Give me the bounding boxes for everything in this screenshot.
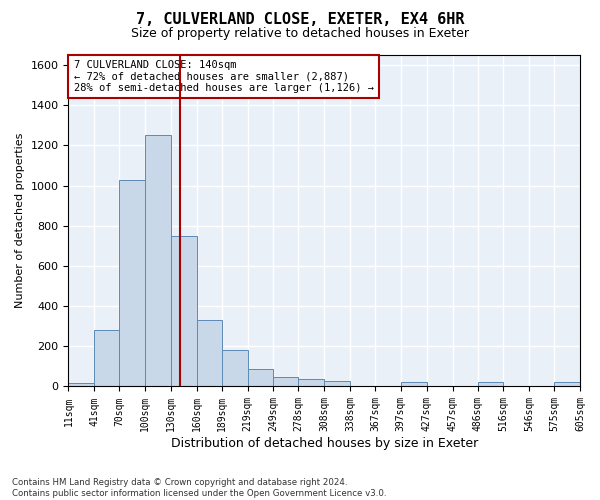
- Text: 7, CULVERLAND CLOSE, EXETER, EX4 6HR: 7, CULVERLAND CLOSE, EXETER, EX4 6HR: [136, 12, 464, 28]
- Text: 7 CULVERLAND CLOSE: 140sqm
← 72% of detached houses are smaller (2,887)
28% of s: 7 CULVERLAND CLOSE: 140sqm ← 72% of deta…: [74, 60, 374, 93]
- Bar: [197, 320, 222, 386]
- Bar: [145, 136, 171, 386]
- Bar: [298, 380, 324, 386]
- Bar: [119, 180, 145, 386]
- Bar: [554, 382, 580, 386]
- Bar: [274, 378, 298, 386]
- Text: Size of property relative to detached houses in Exeter: Size of property relative to detached ho…: [131, 28, 469, 40]
- Bar: [171, 236, 197, 386]
- Bar: [324, 382, 350, 386]
- Y-axis label: Number of detached properties: Number of detached properties: [15, 133, 25, 308]
- Bar: [478, 382, 503, 386]
- X-axis label: Distribution of detached houses by size in Exeter: Distribution of detached houses by size …: [170, 437, 478, 450]
- Bar: [94, 330, 119, 386]
- Bar: [68, 384, 94, 386]
- Text: Contains HM Land Registry data © Crown copyright and database right 2024.
Contai: Contains HM Land Registry data © Crown c…: [12, 478, 386, 498]
- Bar: [401, 382, 427, 386]
- Bar: [222, 350, 248, 386]
- Bar: [248, 370, 274, 386]
